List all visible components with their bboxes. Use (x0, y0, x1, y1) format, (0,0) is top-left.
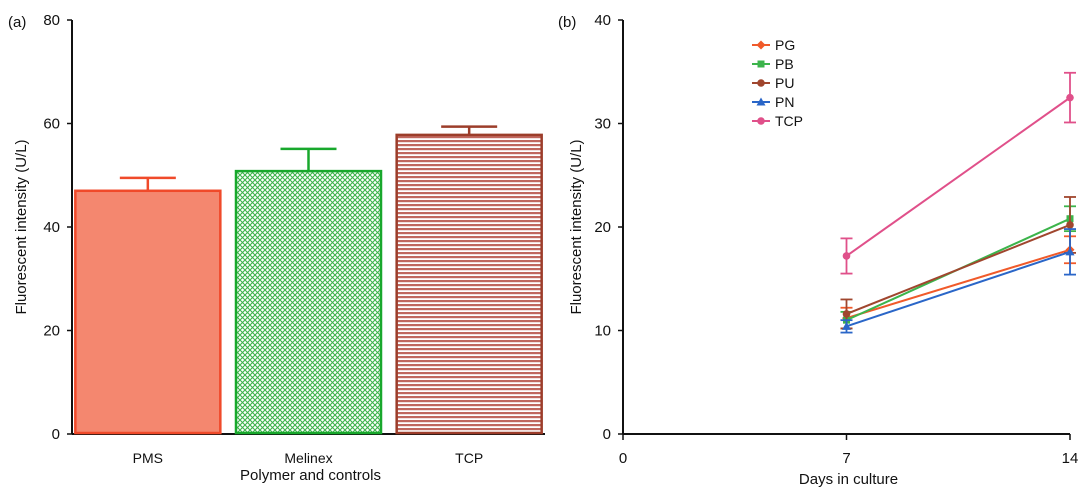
x-tick-label: 0 (619, 450, 627, 467)
y-tick-label: 0 (603, 426, 611, 443)
legend-marker (757, 79, 765, 87)
series-tcp (840, 71, 1076, 275)
series-line (846, 248, 1071, 320)
panel-label-b: (b) (558, 14, 576, 31)
data-point (842, 310, 851, 318)
legend-label: TCP (775, 113, 803, 129)
series-line (846, 250, 1071, 328)
y-tick-label: 30 (594, 116, 611, 133)
series-line (845, 96, 1071, 257)
data-point (1066, 93, 1074, 102)
x-axis-label: Days in culture (799, 471, 898, 487)
y-tick-label: 40 (594, 12, 611, 29)
x-axis-label: Polymer and controls (240, 467, 381, 484)
data-point (1066, 221, 1074, 229)
legend-label: PG (775, 37, 795, 53)
y-tick-label: 20 (594, 219, 611, 236)
y-axis-label: Fluorescent intensity (U/L) (568, 139, 585, 314)
y-tick-label: 10 (594, 323, 611, 340)
y-tick-label: 40 (43, 219, 60, 236)
series-pn (840, 228, 1076, 334)
y-tick-label: 80 (43, 12, 60, 29)
legend-label: PU (775, 75, 794, 91)
legend-marker (757, 60, 765, 68)
x-tick-label: 14 (1062, 450, 1079, 467)
legend: PG PB PU PN TCP (752, 37, 803, 129)
data-point (842, 321, 851, 330)
bar-tcp (395, 133, 543, 435)
legend-marker (756, 97, 766, 106)
y-tick-label: 60 (43, 116, 60, 133)
x-tick-label: 7 (842, 450, 850, 467)
y-axis-label: Fluorescent intensity (U/L) (13, 139, 30, 314)
legend-marker (757, 117, 765, 125)
legend-label: PN (775, 94, 794, 110)
bar-pms (74, 189, 222, 435)
legend-label: PB (775, 56, 794, 72)
data-point (1065, 247, 1075, 256)
panel-label-a: (a) (8, 14, 26, 31)
x-tick-label: PMS (133, 450, 163, 466)
x-tick-label: TCP (455, 450, 483, 466)
y-tick-label: 20 (43, 323, 60, 340)
series-line (846, 224, 1071, 315)
y-tick-label: 0 (52, 426, 60, 443)
data-point (842, 252, 851, 260)
x-tick-label: Melinex (284, 450, 332, 466)
legend-marker (756, 40, 766, 50)
series-pg (840, 235, 1076, 330)
bar-melinex (234, 169, 383, 435)
